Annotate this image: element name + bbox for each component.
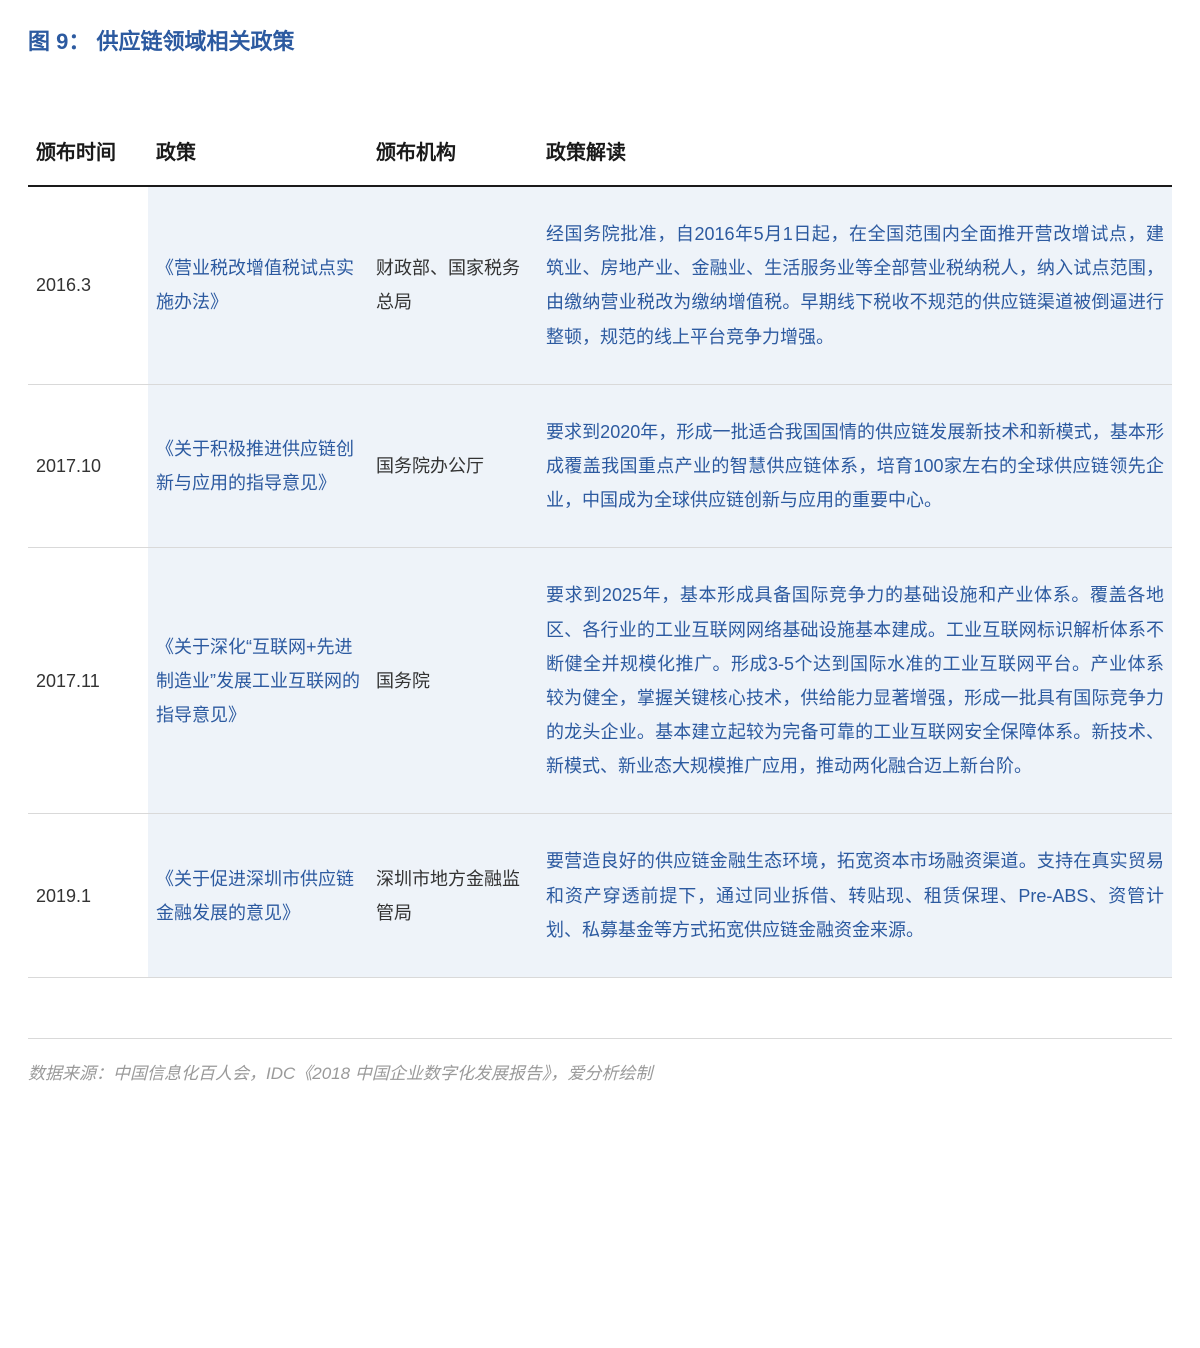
policy-cell: 《营业税改增值税试点实施办法》 <box>148 186 368 384</box>
date-cell: 2016.3 <box>28 186 148 384</box>
interpretation-cell: 经国务院批准，自2016年5月1日起，在全国范围内全面推开营改增试点，建筑业、房… <box>538 186 1172 384</box>
agency-cell: 国务院办公厅 <box>368 384 538 548</box>
source-note: 数据来源：中国信息化百人会，IDC《2018 中国企业数字化发展报告》，爱分析绘… <box>28 1038 1172 1084</box>
figure-title: 图 9： 供应链领域相关政策 <box>28 24 1172 56</box>
table-body: 2016.3《营业税改增值税试点实施办法》财政部、国家税务总局经国务院批准，自2… <box>28 186 1172 978</box>
col-header-date: 颁布时间 <box>28 136 148 186</box>
policy-cell: 《关于促进深圳市供应链金融发展的意见》 <box>148 814 368 978</box>
date-cell: 2017.11 <box>28 548 148 814</box>
col-header-policy: 政策 <box>148 136 368 186</box>
policy-cell: 《关于深化“互联网+先进制造业”发展工业互联网的指导意见》 <box>148 548 368 814</box>
table-row: 2017.11《关于深化“互联网+先进制造业”发展工业互联网的指导意见》国务院要… <box>28 548 1172 814</box>
col-header-interpretation: 政策解读 <box>538 136 1172 186</box>
table-row: 2016.3《营业税改增值税试点实施办法》财政部、国家税务总局经国务院批准，自2… <box>28 186 1172 384</box>
interpretation-cell: 要营造良好的供应链金融生态环境，拓宽资本市场融资渠道。支持在真实贸易和资产穿透前… <box>538 814 1172 978</box>
policy-table: 颁布时间 政策 颁布机构 政策解读 2016.3《营业税改增值税试点实施办法》财… <box>28 136 1172 978</box>
agency-cell: 深圳市地方金融监管局 <box>368 814 538 978</box>
date-cell: 2019.1 <box>28 814 148 978</box>
table-row: 2017.10《关于积极推进供应链创新与应用的指导意见》国务院办公厅要求到202… <box>28 384 1172 548</box>
table-row: 2019.1《关于促进深圳市供应链金融发展的意见》深圳市地方金融监管局要营造良好… <box>28 814 1172 978</box>
agency-cell: 国务院 <box>368 548 538 814</box>
date-cell: 2017.10 <box>28 384 148 548</box>
interpretation-cell: 要求到2025年，基本形成具备国际竞争力的基础设施和产业体系。覆盖各地区、各行业… <box>538 548 1172 814</box>
table-header-row: 颁布时间 政策 颁布机构 政策解读 <box>28 136 1172 186</box>
agency-cell: 财政部、国家税务总局 <box>368 186 538 384</box>
col-header-agency: 颁布机构 <box>368 136 538 186</box>
policy-cell: 《关于积极推进供应链创新与应用的指导意见》 <box>148 384 368 548</box>
interpretation-cell: 要求到2020年，形成一批适合我国国情的供应链发展新技术和新模式，基本形成覆盖我… <box>538 384 1172 548</box>
